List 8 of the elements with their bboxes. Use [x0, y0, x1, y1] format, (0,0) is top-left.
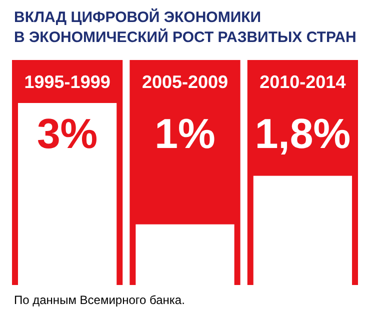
text: По данным Всемирного банка.: [14, 293, 185, 307]
data-label: 1,8%: [254, 110, 351, 157]
data-label: 3%: [36, 110, 98, 157]
x-tick-label: 2005-2009: [142, 72, 228, 92]
chart-title: ВКЛАД ЦИФРОВОЙ ЭКОНОМИКИ В ЭКОНОМИЧЕСКИЙ РОСТ РАЗВИТЫХ СТРАН: [14, 8, 356, 46]
x-tick-label: 1995-1999: [24, 72, 110, 92]
data-label: 1%: [154, 110, 216, 157]
x-tick-label: 2010-2014: [260, 72, 346, 92]
